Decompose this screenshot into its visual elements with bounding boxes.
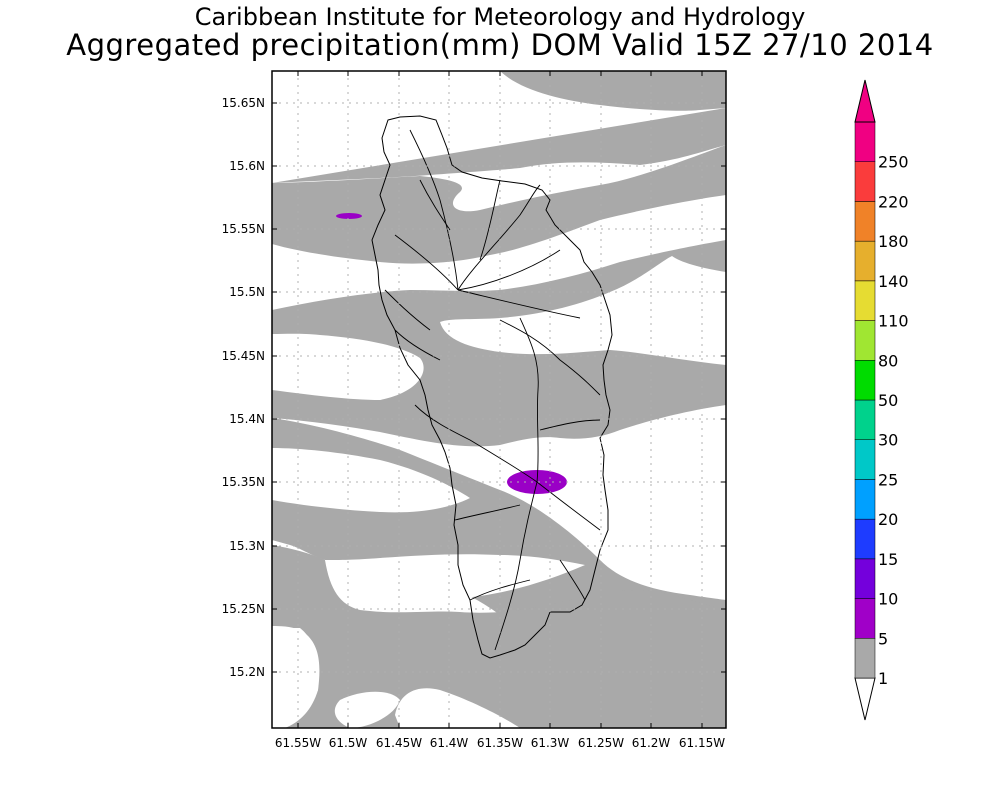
colorbar-bottom-arrow	[854, 677, 876, 721]
colorbar-box	[854, 201, 876, 242]
colorbar-box	[854, 161, 876, 202]
lat-label-1: 15.65N	[222, 96, 265, 110]
colorbar-level-label: 15	[878, 550, 898, 569]
lat-ticks	[272, 102, 726, 673]
colorbar-box	[854, 360, 876, 401]
lon-label-2: 61.5W	[329, 736, 368, 750]
lat-gridlines	[272, 102, 726, 673]
colorbar-level-label: 80	[878, 351, 898, 370]
lon-labels: 61.55W 61.5W 61.45W 61.4W 61.35W 61.3W 6…	[275, 736, 725, 750]
colorbar-level-label: 25	[878, 470, 898, 489]
precip-cell-5to10-west	[336, 213, 362, 219]
precip-band-mid	[272, 240, 726, 447]
lon-label-6: 61.3W	[531, 736, 570, 750]
colorbar-level-label: 140	[878, 272, 909, 291]
precip-gap-southwest	[272, 628, 319, 728]
colorbar-box	[854, 320, 876, 361]
lon-label-3: 61.45W	[376, 736, 422, 750]
precip-gap-south	[325, 554, 585, 606]
river-network	[384, 129, 601, 651]
lat-label-5: 15.45N	[222, 349, 265, 363]
colorbar-level-label: 10	[878, 590, 898, 609]
colorbar-box	[854, 558, 876, 599]
colorbar-level-label: 1	[878, 669, 888, 688]
lat-label-3: 15.55N	[222, 222, 265, 236]
lon-label-8: 61.2W	[632, 736, 671, 750]
lat-label-7: 15.35N	[222, 475, 265, 489]
lat-labels: 15.65N 15.6N 15.55N 15.5N 15.45N 15.4N 1…	[222, 96, 265, 679]
colorbar-top-arrow	[854, 79, 876, 123]
colorbar-level-label: 50	[878, 391, 898, 410]
colorbar-box	[854, 518, 876, 560]
lon-gridlines	[297, 71, 703, 728]
lon-label-9: 61.15W	[679, 736, 725, 750]
colorbar-level-label: 110	[878, 312, 909, 331]
precip-band-north-2	[272, 145, 726, 264]
lat-label-2: 15.6N	[229, 159, 265, 173]
colorbar-box	[854, 280, 876, 321]
plot-frame	[271, 70, 727, 729]
lon-ticks	[297, 71, 703, 728]
lat-label-8: 15.3N	[229, 539, 265, 553]
colorbar-level-label: 5	[878, 629, 888, 648]
lat-label-6: 15.4N	[229, 412, 265, 426]
colorbar-box	[854, 439, 876, 480]
precip-gap-southwest-2	[334, 691, 400, 728]
colorbar-box	[854, 479, 876, 520]
lat-label-4: 15.5N	[229, 285, 265, 299]
colorbar-level-label: 30	[878, 431, 898, 450]
colorbar-level-label: 250	[878, 153, 909, 172]
lon-label-5: 61.35W	[477, 736, 523, 750]
lat-label-10: 15.2N	[229, 665, 265, 679]
lon-label-7: 61.25W	[578, 736, 624, 750]
lat-label-9: 15.25N	[222, 602, 265, 616]
colorbar-level-label: 180	[878, 232, 909, 251]
title-line-1: Caribbean Institute for Meteorology and …	[194, 3, 806, 31]
precip-band-north	[272, 71, 726, 183]
colorbar-box	[854, 598, 876, 639]
colorbar-level-label: 220	[878, 192, 909, 211]
colorbar-box	[854, 121, 876, 162]
colorbar-box	[854, 399, 876, 440]
precipitation-field	[272, 71, 726, 728]
colorbar-level-label: 20	[878, 510, 898, 529]
lon-label-1: 61.55W	[275, 736, 321, 750]
title-line-2: Aggregated precipitation(mm) DOM Valid 1…	[66, 28, 934, 62]
colorbar-box	[854, 638, 876, 679]
colorbar-box	[854, 240, 876, 282]
lon-label-4: 61.4W	[430, 736, 469, 750]
